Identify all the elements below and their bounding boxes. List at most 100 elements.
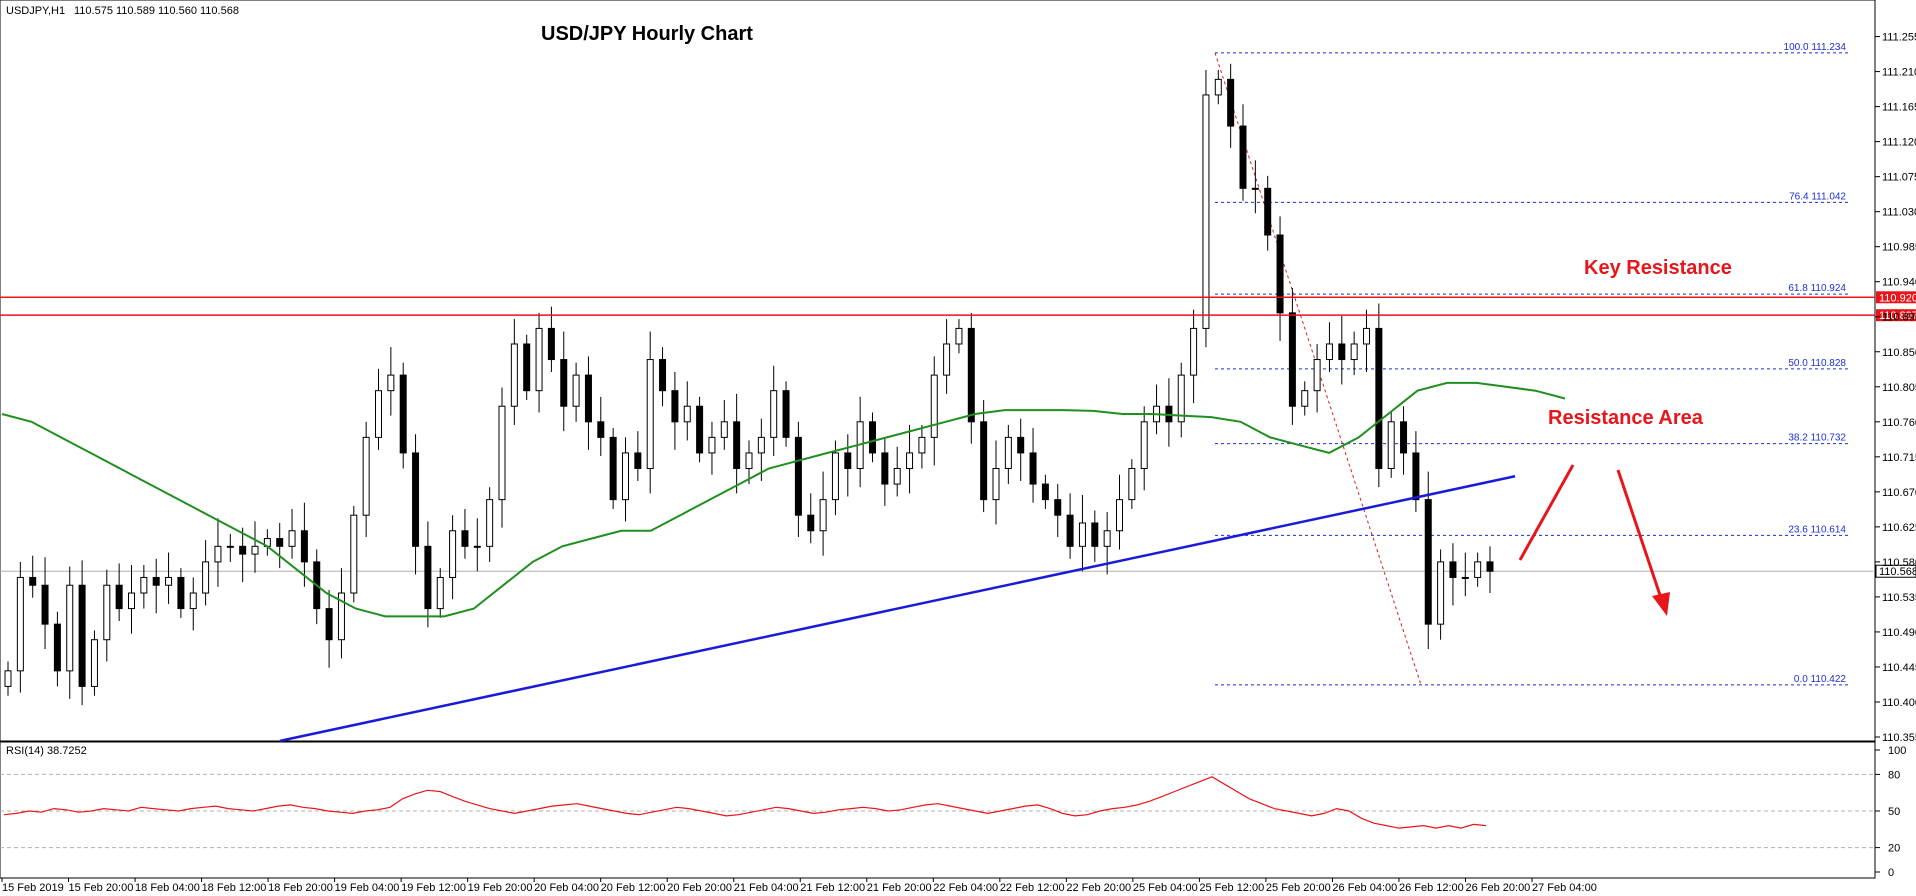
price-tick-label: 110.355	[1882, 732, 1916, 744]
candle-body	[720, 421, 728, 438]
candle-body	[1474, 561, 1482, 578]
time-tick-label: 20 Feb 20:00	[667, 882, 732, 894]
current-price-label: 110.568	[1879, 566, 1916, 578]
candle-body	[1375, 327, 1383, 470]
candle-body	[1202, 94, 1210, 329]
candles	[4, 63, 1494, 706]
price-tick-label: 111.120	[1882, 137, 1916, 149]
candle-body	[66, 584, 74, 672]
candle-body	[510, 343, 518, 407]
rsi-tick-label: 20	[1888, 843, 1900, 855]
candle-body	[1004, 436, 1012, 470]
price-tick-label: 110.760	[1882, 417, 1916, 429]
candle-body	[1227, 78, 1235, 127]
candle-body	[906, 452, 914, 470]
ohlc-header: 110.575 110.589 110.560 110.568	[74, 5, 239, 17]
price-tick-label: 110.625	[1882, 522, 1916, 534]
candle-body	[1190, 327, 1198, 376]
time-tick-label: 19 Feb 12:00	[401, 882, 466, 894]
candle-body	[696, 405, 704, 454]
candle-body	[1041, 483, 1049, 501]
candle-body	[226, 545, 234, 548]
time-tick-label: 26 Feb 20:00	[1465, 882, 1530, 894]
candle-body	[1288, 312, 1296, 407]
rsi-tick-label: 50	[1888, 806, 1900, 818]
price-tick-label: 110.895	[1882, 312, 1916, 324]
price-tick-label: 110.535	[1882, 592, 1916, 604]
candle-body	[436, 576, 444, 610]
candle-body	[1017, 436, 1025, 454]
price-tick-label: 110.445	[1882, 662, 1916, 674]
candle-body	[1449, 561, 1457, 578]
price-tick-label: 111.210	[1882, 67, 1916, 79]
price-tick-label: 110.670	[1882, 487, 1916, 499]
rsi-indicator: 100 80 50 20 0	[0, 745, 1906, 879]
price-tick-label: 110.985	[1882, 242, 1916, 254]
candle-body	[424, 545, 432, 610]
candle-body	[1214, 78, 1222, 96]
candle-body	[473, 545, 481, 548]
candle-body	[251, 545, 259, 555]
candle-body	[4, 670, 12, 687]
time-tick-label: 19 Feb 20:00	[468, 882, 533, 894]
fib-level-label: 0.0 110.422	[1794, 674, 1847, 685]
candle-body	[794, 436, 802, 516]
price-tick-label: 111.255	[1882, 32, 1916, 44]
candle-body	[498, 405, 506, 501]
candle-body	[337, 592, 345, 641]
price-tick-label: 111.075	[1882, 172, 1916, 184]
candle-body	[980, 421, 988, 501]
price-tick-label: 110.580	[1882, 557, 1916, 569]
candle-body	[202, 561, 210, 594]
candle-body	[1091, 522, 1099, 547]
candle-body	[189, 592, 197, 610]
chart-title: USD/JPY Hourly Chart	[541, 23, 753, 45]
price-axis: 111.255 111.210 111.165 111.120 111.075 111.0…	[1875, 32, 1916, 744]
candle-body	[16, 576, 24, 672]
candle-body	[831, 452, 839, 501]
candle-body	[350, 514, 358, 594]
price-tick-label: 110.400	[1882, 697, 1916, 709]
candle-body	[782, 390, 790, 438]
candle-body	[869, 421, 876, 454]
time-tick-label: 22 Feb 20:00	[1066, 882, 1131, 894]
candle-body	[29, 576, 37, 586]
time-tick-label: 21 Feb 12:00	[800, 882, 865, 894]
candle-body	[214, 545, 222, 563]
time-tick-label: 22 Feb 12:00	[1000, 882, 1065, 894]
rsi-line	[3, 776, 1487, 829]
candle-body	[1363, 327, 1370, 345]
candle-body	[325, 608, 333, 641]
time-tick-label: 18 Feb 04:00	[135, 882, 200, 894]
fibonacci-levels: 100.0 111.234 76.4 111.042 61.8 110.924 50.…	[1214, 42, 1850, 686]
fib-level-label: 50.0 110.828	[1788, 358, 1846, 369]
candle-body	[300, 530, 308, 563]
candle-body	[1140, 421, 1148, 470]
candle-body	[1029, 452, 1037, 485]
candle-body	[412, 452, 420, 547]
candle-body	[1461, 576, 1469, 579]
candle-body	[177, 576, 185, 610]
candle-body	[634, 452, 642, 470]
current-price-box	[1875, 564, 1916, 578]
candle-body	[893, 468, 901, 485]
candle-body	[1400, 421, 1408, 454]
price-tick-label: 110.940	[1882, 277, 1916, 289]
candle-body	[103, 584, 111, 641]
candle-body	[1103, 530, 1111, 547]
fib-level-label: 38.2 110.732	[1788, 433, 1846, 444]
time-tick-label: 25 Feb 12:00	[1199, 882, 1264, 894]
time-tick-label: 15 Feb 2019	[2, 882, 64, 894]
candle-body	[918, 436, 926, 454]
symbol-header: USDJPY,H1	[6, 5, 65, 17]
candle-body	[288, 530, 296, 547]
candle-body	[128, 592, 135, 610]
trendline	[279, 475, 1516, 743]
time-tick-label: 26 Feb 04:00	[1332, 882, 1397, 894]
candle-body	[547, 327, 555, 361]
candle-body	[449, 530, 457, 578]
candle-body	[1239, 125, 1247, 189]
resistance-price-box	[1876, 309, 1916, 322]
candle-body	[671, 390, 679, 423]
